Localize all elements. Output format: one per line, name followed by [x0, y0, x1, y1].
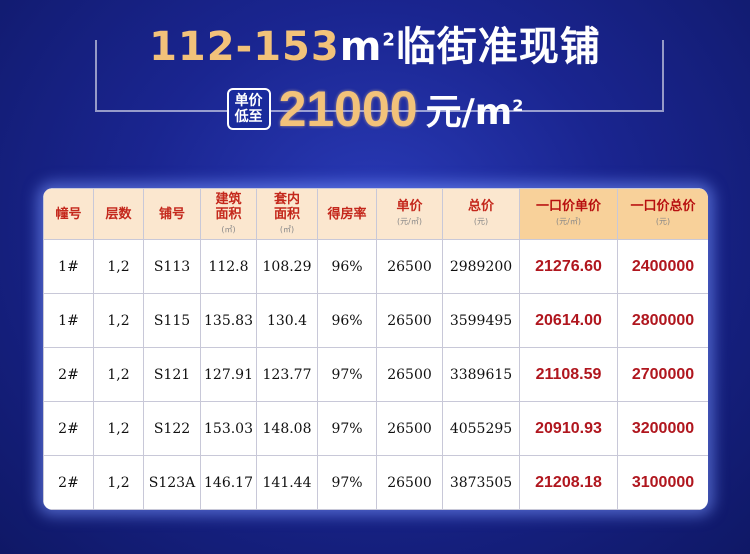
price-table: 幢号 层数 铺号 建筑 面积 (㎡) 套内 面积 (㎡) 得房率 单价 (元/㎡) 总价 (元) 一口价单价…: [43, 188, 708, 510]
table-cell: 1,2: [93, 347, 144, 402]
table-cell: 3389615: [442, 347, 520, 402]
table-cell: 135.83: [200, 293, 257, 348]
table-cell: 3100000: [617, 455, 708, 510]
table-cell: 127.91: [200, 347, 257, 402]
headline-text: 临街准现铺: [395, 24, 601, 70]
table-cell: 153.03: [200, 401, 257, 456]
table-cell: 21108.59: [519, 347, 618, 402]
table-cell: 130.4: [256, 293, 318, 348]
table-cell: 3599495: [442, 293, 520, 348]
price-unit: 元/m2: [425, 92, 524, 133]
table-cell: S122: [143, 401, 201, 456]
table-cell: 2#: [43, 347, 94, 402]
table-cell: 26500: [376, 455, 443, 510]
table-cell: S121: [143, 347, 201, 402]
table-cell: 21208.18: [519, 455, 618, 510]
table-cell: 3200000: [617, 401, 708, 456]
table-header-cell: 套内 面积 (㎡): [256, 188, 318, 240]
table-cell: 141.44: [256, 455, 318, 510]
table-cell: 97%: [317, 455, 377, 510]
table-cell: 108.29: [256, 239, 318, 294]
table-header-cell: 一口价单价 (元/㎡): [519, 188, 618, 240]
table-cell: S113: [143, 239, 201, 294]
table-header-cell: 幢号: [43, 188, 94, 240]
table-cell: 26500: [376, 239, 443, 294]
table-cell: 2400000: [617, 239, 708, 294]
table-cell: 2700000: [617, 347, 708, 402]
table-cell: 26500: [376, 401, 443, 456]
table-cell: 96%: [317, 293, 377, 348]
table-cell: 1,2: [93, 455, 144, 510]
table-row: 1# 1,2 S113 112.8 108.29 96% 26500 2989200 21276…: [43, 239, 708, 294]
price-tag: 单价低至: [226, 88, 271, 130]
table-cell: 146.17: [200, 455, 257, 510]
table-cell: S123A: [143, 455, 201, 510]
table-header-cell: 层数: [93, 188, 144, 240]
table-cell: 2989200: [442, 239, 520, 294]
table-cell: 97%: [317, 401, 377, 456]
headline: 112-153m2临街准现铺: [0, 14, 750, 72]
table-cell: 4055295: [442, 401, 520, 456]
table-cell: 2800000: [617, 293, 708, 348]
table-header-cell: 一口价总价 (元): [617, 188, 708, 240]
table-cell: 112.8: [200, 239, 257, 294]
table-header-row: 幢号 层数 铺号 建筑 面积 (㎡) 套内 面积 (㎡) 得房率 单价 (元/㎡) 总价 (元) 一口价单价…: [43, 188, 708, 240]
headline-frame: [95, 40, 664, 112]
area-range: 112-153: [149, 24, 340, 70]
table-cell: 20910.93: [519, 401, 618, 456]
table-header-cell: 总价 (元): [442, 188, 520, 240]
table-header-cell: 得房率: [317, 188, 377, 240]
table-cell: 26500: [376, 347, 443, 402]
table-row: 2# 1,2 S122 153.03 148.08 97% 26500 4055295 2091…: [43, 401, 708, 456]
table-cell: 1,2: [93, 401, 144, 456]
table-cell: 1,2: [93, 293, 144, 348]
table-cell: 97%: [317, 347, 377, 402]
price-value: 21000: [278, 81, 418, 137]
table-row: 1# 1,2 S115 135.83 130.4 96% 26500 3599495 20614…: [43, 293, 708, 348]
table-cell: 1#: [43, 239, 94, 294]
table-cell: 123.77: [256, 347, 318, 402]
table-row: 2# 1,2 S123A 146.17 141.44 97% 26500 3873505 212…: [43, 455, 708, 510]
price-row: 单价低至 21000 元/m2: [0, 80, 750, 138]
table-header-cell: 建筑 面积 (㎡): [200, 188, 257, 240]
table-cell: 2#: [43, 401, 94, 456]
table-cell: 96%: [317, 239, 377, 294]
table-cell: 3873505: [442, 455, 520, 510]
table-header-cell: 铺号: [143, 188, 201, 240]
table-row: 2# 1,2 S121 127.91 123.77 97% 26500 3389615 2110…: [43, 347, 708, 402]
area-unit: m2: [339, 24, 396, 70]
table-cell: S115: [143, 293, 201, 348]
table-cell: 1#: [43, 293, 94, 348]
table-cell: 1,2: [93, 239, 144, 294]
table-header-cell: 单价 (元/㎡): [376, 188, 443, 240]
table-cell: 26500: [376, 293, 443, 348]
table-cell: 148.08: [256, 401, 318, 456]
table-cell: 20614.00: [519, 293, 618, 348]
table-cell: 2#: [43, 455, 94, 510]
table-cell: 21276.60: [519, 239, 618, 294]
